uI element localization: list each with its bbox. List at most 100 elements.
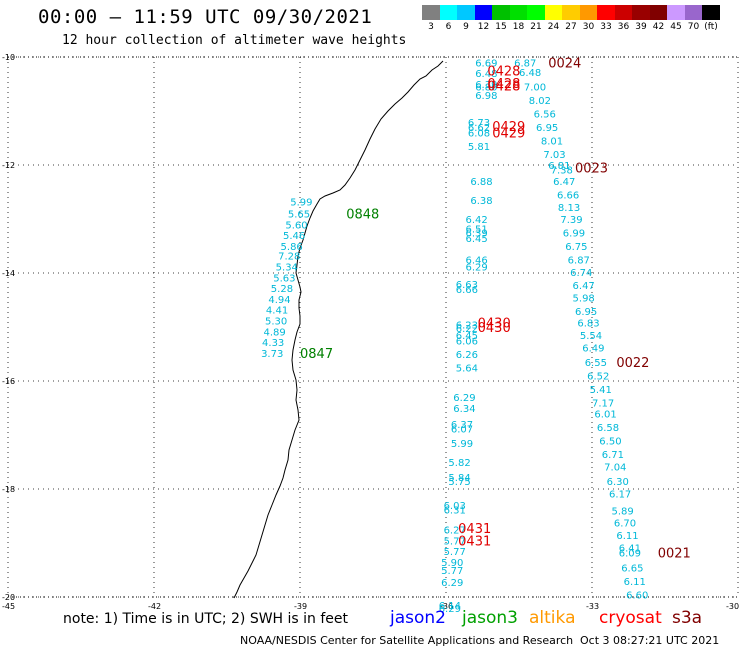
wave-height-value: 6.58	[597, 423, 619, 434]
wave-height-value: 6.31	[444, 506, 466, 517]
wave-height-value: 5.81	[468, 142, 490, 153]
wave-height-value: 4.89	[264, 327, 286, 338]
wave-height-value: 6.50	[599, 436, 621, 447]
wave-height-value: 6.80	[475, 83, 497, 94]
track-jason3: 5.995.655.605.465.867.285.345.635.284.94…	[261, 198, 379, 362]
pass-time-label: 0847	[300, 347, 333, 362]
color-legend-label: 30	[582, 22, 595, 32]
wave-height-value: 6.73	[468, 118, 490, 129]
color-swatch	[684, 5, 702, 20]
longitude-label: -45	[2, 602, 15, 611]
wave-height-value: 5.99	[451, 439, 473, 450]
wave-height-value: 6.14	[439, 601, 461, 612]
color-legend-label: (ft)	[704, 22, 718, 32]
wave-height-value: 6.08	[468, 129, 490, 140]
wave-height-value: 6.29	[465, 263, 487, 274]
color-legend-label: 9	[463, 22, 469, 32]
color-swatch	[422, 5, 440, 20]
wave-height-value: 6.38	[470, 196, 492, 207]
wave-height-value: 6.69	[475, 58, 497, 69]
wave-height-value: 8.01	[541, 137, 563, 148]
map-grid: -10 -12 -14 -16 -18 -20-45 -42 -39 -36 -33 -30	[2, 53, 739, 611]
wave-height-value: 5.46	[283, 231, 305, 242]
wave-height-value: 5.82	[448, 458, 470, 469]
wave-height-value: 5.98	[573, 293, 595, 304]
pass-time-label: 0430	[478, 321, 511, 336]
wave-height-value: 6.42	[465, 215, 487, 226]
wave-height-value: 6.22	[456, 324, 478, 335]
wave-height-value: 6.65	[621, 563, 643, 574]
wave-height-value: 6.48	[475, 69, 497, 80]
wave-height-value: 6.71	[602, 450, 624, 461]
longitude-label: -39	[294, 602, 307, 611]
pass-time-label: 0021	[658, 547, 691, 562]
wave-height-value: 6.09	[619, 549, 641, 560]
pass-time-label: 0022	[616, 356, 649, 371]
wave-height-value: 6.56	[534, 110, 556, 121]
pass-time-label: 0429	[492, 120, 525, 135]
color-legend-label: 3	[428, 22, 434, 32]
wave-height-value: 7.04	[604, 462, 626, 473]
pass-time-label: 0023	[575, 162, 608, 177]
track-sentinel-a: 6.876.487.008.026.566.958.017.036.817.38…	[514, 56, 691, 601]
wave-height-value: 6.23	[456, 320, 478, 331]
wave-height-value: 5.64	[456, 364, 478, 375]
wave-height-value: 6.63	[456, 280, 478, 291]
color-swatch	[509, 5, 527, 20]
color-swatch	[562, 5, 580, 20]
color-legend-label: 12	[477, 22, 490, 32]
color-swatch	[597, 5, 615, 20]
longitude-label: -33	[586, 602, 599, 611]
track-jason2: 6.696.48 6.39 6.806.98 6.736.626.08 5.81 6.88…	[439, 58, 498, 614]
wave-height-value: 5.34	[276, 263, 298, 274]
wave-height-value: 6.62	[468, 123, 490, 134]
wave-height-value: 5.99	[290, 198, 312, 209]
wave-height-value: 6.98	[475, 91, 497, 102]
wave-height-value: 6.95	[575, 307, 597, 318]
longitude-label: -30	[726, 602, 739, 611]
color-swatch	[527, 5, 545, 20]
wave-height-value: 5.54	[580, 331, 602, 342]
wave-height-value: 6.51	[465, 225, 487, 236]
wave-height-value: 6.34	[453, 404, 475, 415]
color-swatch	[492, 5, 510, 20]
wave-height-value: 5.90	[441, 558, 463, 569]
wave-height-value: 6.88	[470, 177, 492, 188]
wave-height-value: 4.41	[266, 306, 288, 317]
wave-height-value: 6.60	[626, 590, 648, 601]
latitude-label: -12	[2, 161, 15, 170]
wave-height-value: 6.87	[568, 256, 590, 267]
color-legend-label: 42	[652, 22, 665, 32]
wave-height-value: 5.41	[590, 385, 612, 396]
color-legend-label: 6	[445, 22, 452, 32]
wave-height-value: 6.39	[465, 229, 487, 240]
wave-height-value: 4.33	[262, 338, 284, 349]
wave-height-value: 5.77	[444, 547, 466, 558]
color-swatch	[544, 5, 562, 20]
color-swatch	[649, 5, 667, 20]
wave-height-value: 7.38	[551, 165, 573, 176]
wave-height-value: 6.74	[570, 268, 592, 279]
color-legend-label: 45	[670, 22, 682, 32]
wave-height-value: 8.02	[529, 96, 551, 107]
wave-height-value: 6.29	[441, 578, 463, 589]
pass-time-label: 0429	[492, 127, 525, 142]
wave-height-value: 3.73	[261, 349, 283, 360]
wave-height-value: 6.26	[456, 350, 478, 361]
footer-credit: NOAA/NESDIS Center for Satellite Applica…	[240, 634, 574, 647]
satellite-legend-s3a: s3a	[672, 608, 703, 628]
wave-height-value: 6.41	[619, 543, 641, 554]
wave-height-value: 5.65	[288, 210, 310, 221]
color-legend-label: 27	[565, 22, 577, 32]
wave-height-value: 6.45	[456, 331, 478, 342]
wave-height-value: 6.11	[616, 531, 638, 542]
wave-height-value: 6.01	[594, 409, 616, 420]
color-swatch	[439, 5, 457, 20]
wave-height-value: 7.39	[560, 215, 582, 226]
satellite-legend-jason3: jason3	[462, 608, 518, 628]
wave-height-value: 6.87	[514, 58, 536, 69]
wave-height-value: 6.66	[456, 285, 478, 296]
wave-height-value: 6.95	[536, 123, 558, 134]
